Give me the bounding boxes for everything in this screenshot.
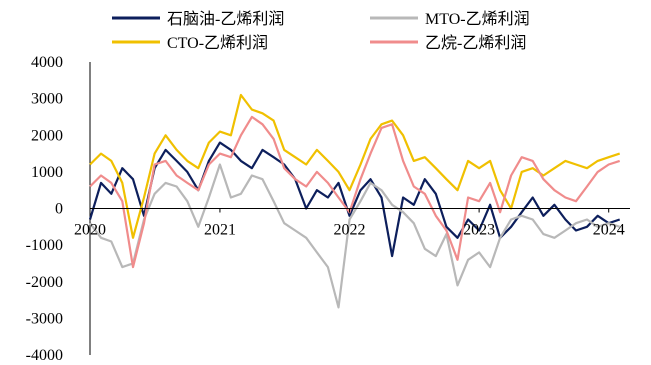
x-tick-label: 2022 [334, 222, 366, 239]
series-line-3 [89, 93, 621, 239]
x-axis: 2020 2021 2022 2023 2024 [74, 208, 630, 239]
y-tick-label: -2000 [26, 274, 63, 291]
series-line-2 [89, 163, 621, 309]
y-axis: 4000 3000 2000 1000 0 -1000 -2000 -3000 -4000 [26, 54, 91, 364]
y-tick-label: -1000 [26, 237, 63, 254]
x-tick-label: 2023 [463, 222, 495, 239]
y-tick-label: 2000 [31, 127, 63, 144]
x-tick-label: 2021 [204, 222, 236, 239]
series-line-4 [89, 115, 621, 269]
series-line-1 [88, 141, 621, 258]
y-tick-label: -3000 [26, 310, 63, 327]
x-tick-label: 2024 [593, 222, 625, 239]
y-tick-label: 3000 [31, 91, 63, 108]
y-tick-label: 1000 [31, 164, 63, 181]
series-layer [88, 93, 621, 309]
legend-label: 乙烷-乙烯利润 [425, 34, 526, 52]
legend-label: 石脑油-乙烯利润 [167, 10, 284, 28]
y-tick-label: -4000 [26, 347, 63, 364]
y-tick-label: 4000 [31, 54, 63, 71]
legend: 石脑油-乙烯利润 MTO-乙烯利润 CTO-乙烯利润 乙烷-乙烯利润 [112, 10, 530, 52]
legend-label: MTO-乙烯利润 [425, 10, 530, 28]
x-tick-label: 2020 [74, 222, 106, 239]
legend-label: CTO-乙烯利润 [167, 34, 268, 52]
y-tick-label: 0 [55, 201, 63, 218]
